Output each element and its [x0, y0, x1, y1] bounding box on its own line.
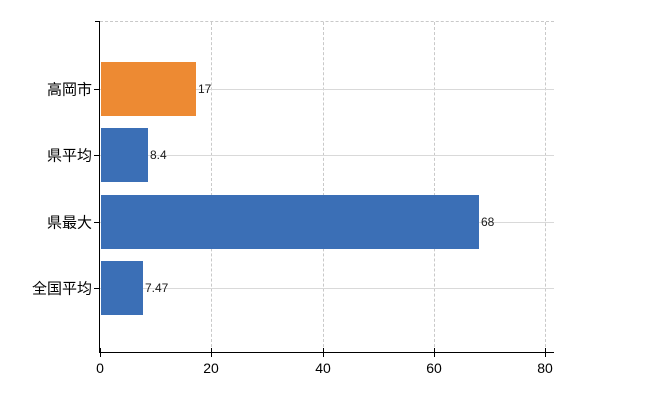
- x-axis-line: [99, 352, 554, 353]
- category-label-県最大: 県最大: [46, 214, 92, 232]
- vertical-gridline: [211, 22, 212, 352]
- bar-value-label: 17: [198, 82, 212, 96]
- x-axis-tick: [545, 348, 546, 357]
- bar-value-label: 7.47: [145, 281, 169, 295]
- bar-value-label: 68: [481, 215, 495, 229]
- bar-全国平均: [101, 261, 143, 315]
- bar-value-label: 8.4: [150, 148, 167, 162]
- horizontal-gridline: [100, 288, 554, 289]
- x-axis-tick: [211, 348, 212, 357]
- horizontal-gridline: [100, 89, 554, 90]
- vertical-gridline: [323, 22, 324, 352]
- bar-県最大: [101, 195, 479, 249]
- category-label-県平均: 県平均: [46, 147, 92, 165]
- x-axis-tick: [100, 348, 101, 357]
- horizontal-gridline: [100, 155, 554, 156]
- y-axis-tick: [94, 89, 100, 90]
- y-axis-tick: [94, 155, 100, 156]
- x-axis-tick-label: 60: [426, 360, 442, 376]
- x-axis-tick-label: 80: [537, 360, 553, 376]
- plot-top-border: [100, 21, 554, 22]
- category-label-高岡市: 高岡市: [46, 81, 92, 99]
- x-axis-tick: [434, 348, 435, 357]
- x-axis-tick-label: 20: [203, 360, 219, 376]
- bar-高岡市: [101, 62, 196, 116]
- y-axis-line: [99, 22, 100, 352]
- x-axis-tick-label: 0: [96, 360, 104, 376]
- bar-県平均: [101, 128, 148, 182]
- category-label-全国平均: 全国平均: [31, 280, 92, 298]
- x-axis-tick: [323, 348, 324, 357]
- x-axis-tick-label: 40: [315, 360, 331, 376]
- vertical-gridline: [434, 22, 435, 352]
- y-axis-tick: [94, 222, 100, 223]
- y-axis-tick: [94, 288, 100, 289]
- vertical-gridline: [545, 22, 546, 352]
- y-axis-top-tick: [95, 21, 100, 22]
